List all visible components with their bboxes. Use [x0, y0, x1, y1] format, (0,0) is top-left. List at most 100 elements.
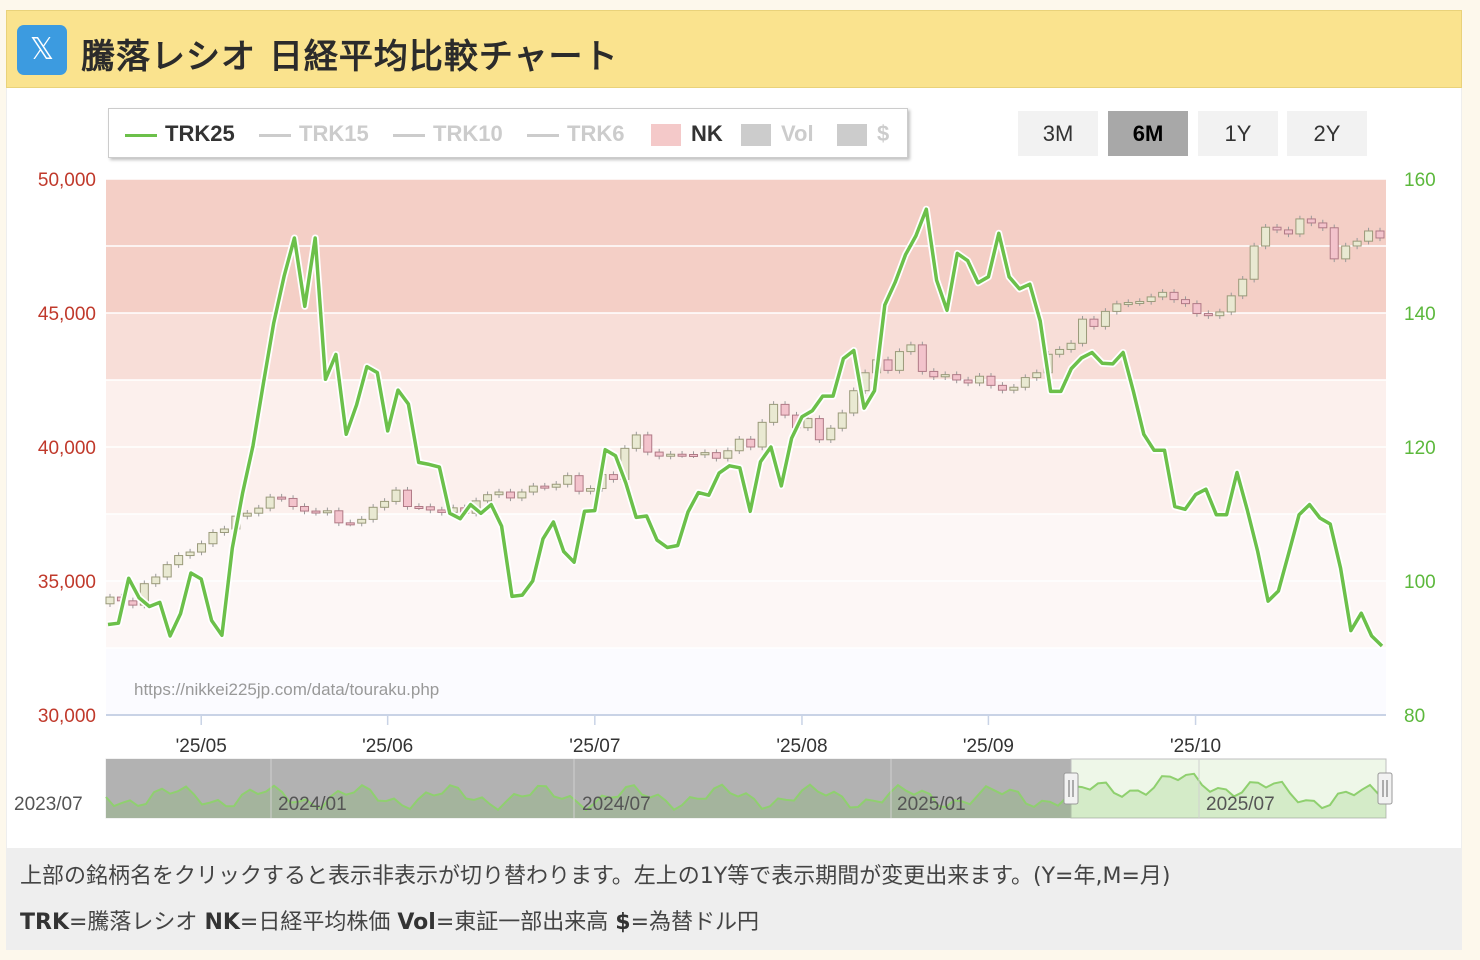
legend-item-trk6[interactable]: TRK6 [527, 121, 624, 147]
x-tick-label: '25/10 [1170, 736, 1221, 757]
navigator-label: 2023/07 [14, 794, 83, 815]
nk-candle [1341, 242, 1351, 263]
nk-candle [219, 525, 229, 536]
nk-candle [826, 425, 836, 443]
legend-item-trk15[interactable]: TRK15 [259, 121, 369, 147]
nk-candle [1203, 310, 1213, 319]
right-axis: 160 140 120 100 80 [1404, 170, 1436, 727]
x-tick-label: '25/06 [362, 736, 413, 757]
nk-candle [1192, 300, 1202, 317]
navigator: 2023/07 2024/01 2024/07 2025/01 2025/07 [14, 758, 1393, 819]
nk-candle [997, 382, 1007, 394]
legend-swatch [741, 124, 771, 147]
nk-candle [929, 368, 939, 380]
nk-candle [769, 401, 779, 426]
right-tick-label: 140 [1404, 304, 1436, 325]
nk-candle [505, 488, 515, 502]
x-logo-icon[interactable]: 𝕏 [17, 25, 67, 75]
nk-candle [1306, 215, 1316, 227]
nk-candle [940, 371, 950, 380]
nk-candle [254, 504, 264, 517]
nk-candle [1249, 242, 1259, 283]
nk-candle [300, 503, 310, 515]
nk-candle [1009, 384, 1019, 394]
trk25-path [107, 207, 1384, 648]
nk-candle [151, 573, 161, 587]
navigator-label: 2025/07 [1206, 794, 1275, 815]
legend-item-trk25[interactable]: TRK25 [125, 121, 235, 147]
nk-candle [563, 472, 573, 488]
footer-key: TRK [20, 910, 69, 935]
left-tick-label: 50,000 [38, 170, 96, 191]
nk-candle [1295, 215, 1305, 238]
nk-candle [1352, 237, 1362, 250]
nk-candle [1066, 340, 1076, 353]
x-axis: '25/05 '25/06 '25/07 '25/08 '25/09 '25/10 [176, 715, 1221, 757]
nk-candle [528, 482, 538, 496]
nk-candle [277, 493, 287, 502]
nk-candle [654, 448, 664, 460]
x-tick-label: '25/08 [776, 736, 827, 757]
nk-candle [1032, 369, 1042, 381]
navigator-label: 2025/01 [897, 794, 966, 815]
navigator-line [105, 772, 1387, 812]
nk-candle [540, 482, 550, 491]
nk-candle [689, 451, 699, 458]
nk-candle [975, 373, 985, 387]
nk-candle [357, 516, 367, 527]
nk-candle [963, 376, 973, 387]
footer-note: 上部の銘柄名をクリックすると表示非表示が切り替わります。左上の1Y等で表示期間が… [6, 848, 1462, 950]
nk-candle [757, 419, 767, 451]
nk-candle [242, 509, 252, 520]
nk-candle [1238, 276, 1248, 300]
right-tick-label: 160 [1404, 170, 1436, 191]
nk-candle [883, 356, 893, 374]
range-button-1y[interactable]: 1Y [1198, 111, 1278, 156]
legend-item-usd[interactable]: $ [837, 121, 889, 147]
footer-desc: =為替ドル円 [630, 910, 760, 935]
nk-candle [837, 409, 847, 432]
legend-item-nk[interactable]: NK [651, 121, 723, 147]
nk-candle [952, 371, 962, 384]
legend-label: TRK6 [567, 121, 625, 146]
nk-candle [517, 488, 527, 502]
nk-candle [208, 529, 218, 547]
legend-item-trk10[interactable]: TRK10 [393, 121, 503, 147]
left-tick-label: 40,000 [38, 438, 96, 459]
range-button-6m[interactable]: 6M [1108, 111, 1188, 156]
range-button-2y[interactable]: 2Y [1287, 111, 1367, 156]
nk-candle [780, 401, 790, 419]
right-tick-label: 80 [1404, 706, 1425, 727]
nk-candle [1100, 308, 1110, 330]
navigator-area [106, 773, 1386, 818]
footer-line2: TRK=騰落レシオ NK=日経平均株価 Vol=東証一部出来高 $=為替ドル円 [20, 904, 759, 936]
nk-candle [1055, 346, 1065, 358]
range-button-3m[interactable]: 3M [1018, 111, 1098, 156]
navigator-handle[interactable] [1377, 772, 1393, 805]
chart-watermark: https://nikkei225jp.com/data/touraku.php [134, 680, 439, 699]
nk-candle [1135, 298, 1145, 306]
nk-candle [746, 436, 756, 451]
nk-candle [414, 503, 424, 510]
nk-candle [1158, 289, 1168, 301]
nk-candle [1283, 226, 1293, 238]
x-tick-label: '25/05 [176, 736, 227, 757]
nk-candle [185, 548, 195, 559]
nk-candle [368, 504, 378, 523]
footer-desc: =東証一部出来高 [435, 910, 616, 935]
nk-candle [105, 593, 115, 607]
footer-key: NK [204, 910, 240, 935]
header-bar: 𝕏 騰落レシオ 日経平均比較チャート [6, 10, 1462, 88]
nk-candle [380, 498, 390, 511]
band-1 [106, 313, 1386, 380]
nk-candle [700, 449, 710, 458]
nk-candle [734, 436, 744, 454]
legend-item-vol[interactable]: Vol [741, 121, 814, 147]
nk-candle [586, 485, 596, 495]
x-tick-label: '25/07 [569, 736, 620, 757]
navigator-handle[interactable] [1063, 772, 1079, 805]
footer-key: $ [615, 910, 631, 935]
nk-candles [105, 215, 1385, 609]
nk-candle [1375, 227, 1385, 242]
nk-candle [1112, 300, 1122, 315]
